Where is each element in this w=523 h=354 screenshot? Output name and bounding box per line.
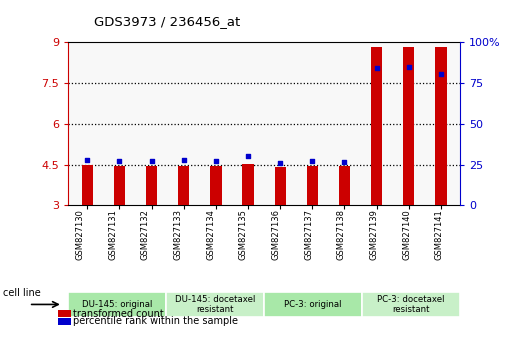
Text: GSM827141: GSM827141 [435,209,444,259]
Text: GSM827135: GSM827135 [239,209,248,260]
Bar [306,166,318,205]
Text: GSM827134: GSM827134 [206,209,215,260]
Text: cell line: cell line [3,288,40,298]
Text: GSM827139: GSM827139 [370,209,379,260]
Point [212,158,220,164]
Point [179,157,188,162]
Point [147,158,156,164]
Text: GSM827137: GSM827137 [304,209,313,260]
Bar [243,164,254,205]
Point [83,157,92,163]
Bar [178,166,189,205]
Bar [403,47,414,205]
Text: GSM827130: GSM827130 [75,209,84,260]
Point [437,71,445,76]
Point [372,65,381,71]
Text: GSM827136: GSM827136 [271,209,280,260]
Bar [339,166,350,205]
Text: PC-3: original: PC-3: original [285,300,342,309]
Text: transformed count: transformed count [73,309,164,319]
Point [308,158,316,164]
Bar [210,166,222,205]
Bar [435,47,447,205]
Text: PC-3: docetaxel
resistant: PC-3: docetaxel resistant [378,295,445,314]
Bar [371,47,382,205]
Bar [114,166,125,205]
Text: GSM827132: GSM827132 [141,209,150,260]
Text: DU-145: docetaxel
resistant: DU-145: docetaxel resistant [175,295,255,314]
Text: GSM827138: GSM827138 [337,209,346,260]
Text: GSM827131: GSM827131 [108,209,117,260]
Bar [82,165,93,205]
Point [340,159,349,165]
Text: DU-145: original: DU-145: original [82,300,152,309]
Text: GSM827140: GSM827140 [402,209,411,259]
Bar [146,166,157,205]
Text: GSM827133: GSM827133 [174,209,183,260]
Point [244,153,252,159]
Text: percentile rank within the sample: percentile rank within the sample [73,316,238,326]
Point [115,159,123,164]
Point [276,160,285,166]
Bar [275,167,286,205]
Point [405,65,413,70]
Text: GDS3973 / 236456_at: GDS3973 / 236456_at [94,15,241,28]
